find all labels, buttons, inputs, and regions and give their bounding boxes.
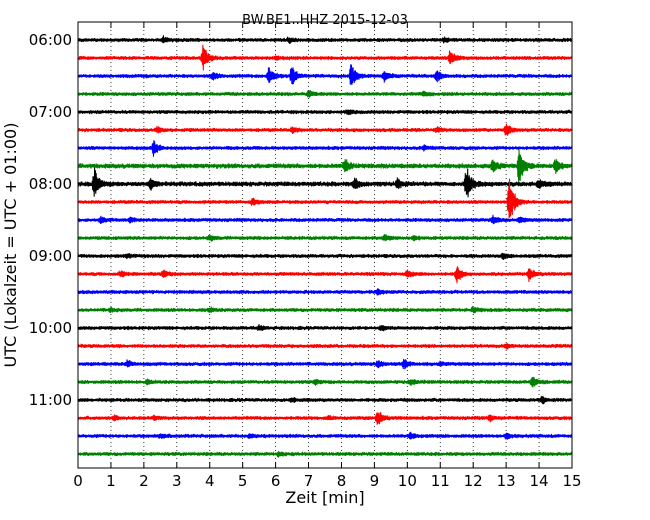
seismic-trace-1145 [77, 450, 573, 458]
seismic-trace-0930 [77, 288, 573, 296]
x-tick-label: 7 [304, 472, 314, 490]
plot-frame [77, 21, 573, 469]
x-tick-label: 9 [370, 472, 380, 490]
x-tick-label: 11 [431, 472, 450, 490]
x-tick-label: 1 [106, 472, 116, 490]
seismic-trace-0700 [77, 109, 573, 116]
x-tick-label: 0 [73, 472, 83, 490]
seismic-trace-1030 [77, 358, 573, 370]
x-tick-label: 13 [497, 472, 516, 490]
seismic-trace-0730 [77, 140, 573, 157]
y-axis-label: UTC (Lokalzeit = UTC + 01:00) [1, 123, 20, 368]
x-axis-ticks: 0 1 2 3 4 5 6 7 8 9 10 11 12 13 14 15 [73, 22, 582, 490]
y-tick-label: 08:00 [29, 175, 72, 193]
x-tick-label: 6 [271, 472, 281, 490]
seismic-trace-0800 [77, 167, 573, 198]
x-tick-label: 5 [238, 472, 248, 490]
seismic-traces [77, 35, 573, 458]
x-tick-label: 8 [337, 472, 347, 490]
seismic-trace-1100 [77, 395, 573, 405]
seismic-trace-0945 [77, 306, 573, 314]
x-tick-label: 10 [398, 472, 417, 490]
seismic-trace-0645 [77, 90, 573, 98]
seismic-trace-0600 [77, 35, 573, 44]
seismic-trace-0715 [77, 123, 573, 136]
seismic-trace-1045 [77, 376, 573, 388]
y-tick-label: 10:00 [29, 319, 72, 337]
seismic-trace-0615 [77, 44, 573, 71]
y-tick-label: 11:00 [29, 391, 72, 409]
seismic-trace-0745 [77, 149, 573, 184]
y-axis-ticks: 06:00 07:00 08:00 09:00 10:00 11:00 [29, 31, 572, 409]
x-tick-label: 2 [139, 472, 149, 490]
seismic-trace-0830 [77, 214, 573, 225]
seismic-trace-0845 [77, 233, 573, 242]
seismic-trace-0900 [77, 252, 573, 261]
x-tick-label: 15 [562, 472, 581, 490]
y-tick-label: 06:00 [29, 31, 72, 49]
x-tick-label: 4 [205, 472, 215, 490]
seismic-trace-1115 [77, 412, 573, 425]
seismic-trace-1000 [77, 323, 573, 332]
seismic-trace-0630 [77, 64, 573, 86]
x-tick-label: 14 [530, 472, 549, 490]
chart-title: BW.BE1..HHZ 2015-12-03 [242, 13, 408, 28]
x-tick-label: 3 [172, 472, 182, 490]
seismic-trace-1130 [77, 431, 573, 440]
x-tick-label: 12 [464, 472, 483, 490]
seismic-trace-0815 [77, 178, 573, 219]
y-tick-label: 07:00 [29, 103, 72, 121]
y-tick-label: 09:00 [29, 247, 72, 265]
seismic-trace-0915 [77, 266, 573, 284]
x-axis-label: Zeit [min] [285, 488, 364, 507]
seismic-trace-1015 [77, 342, 573, 350]
